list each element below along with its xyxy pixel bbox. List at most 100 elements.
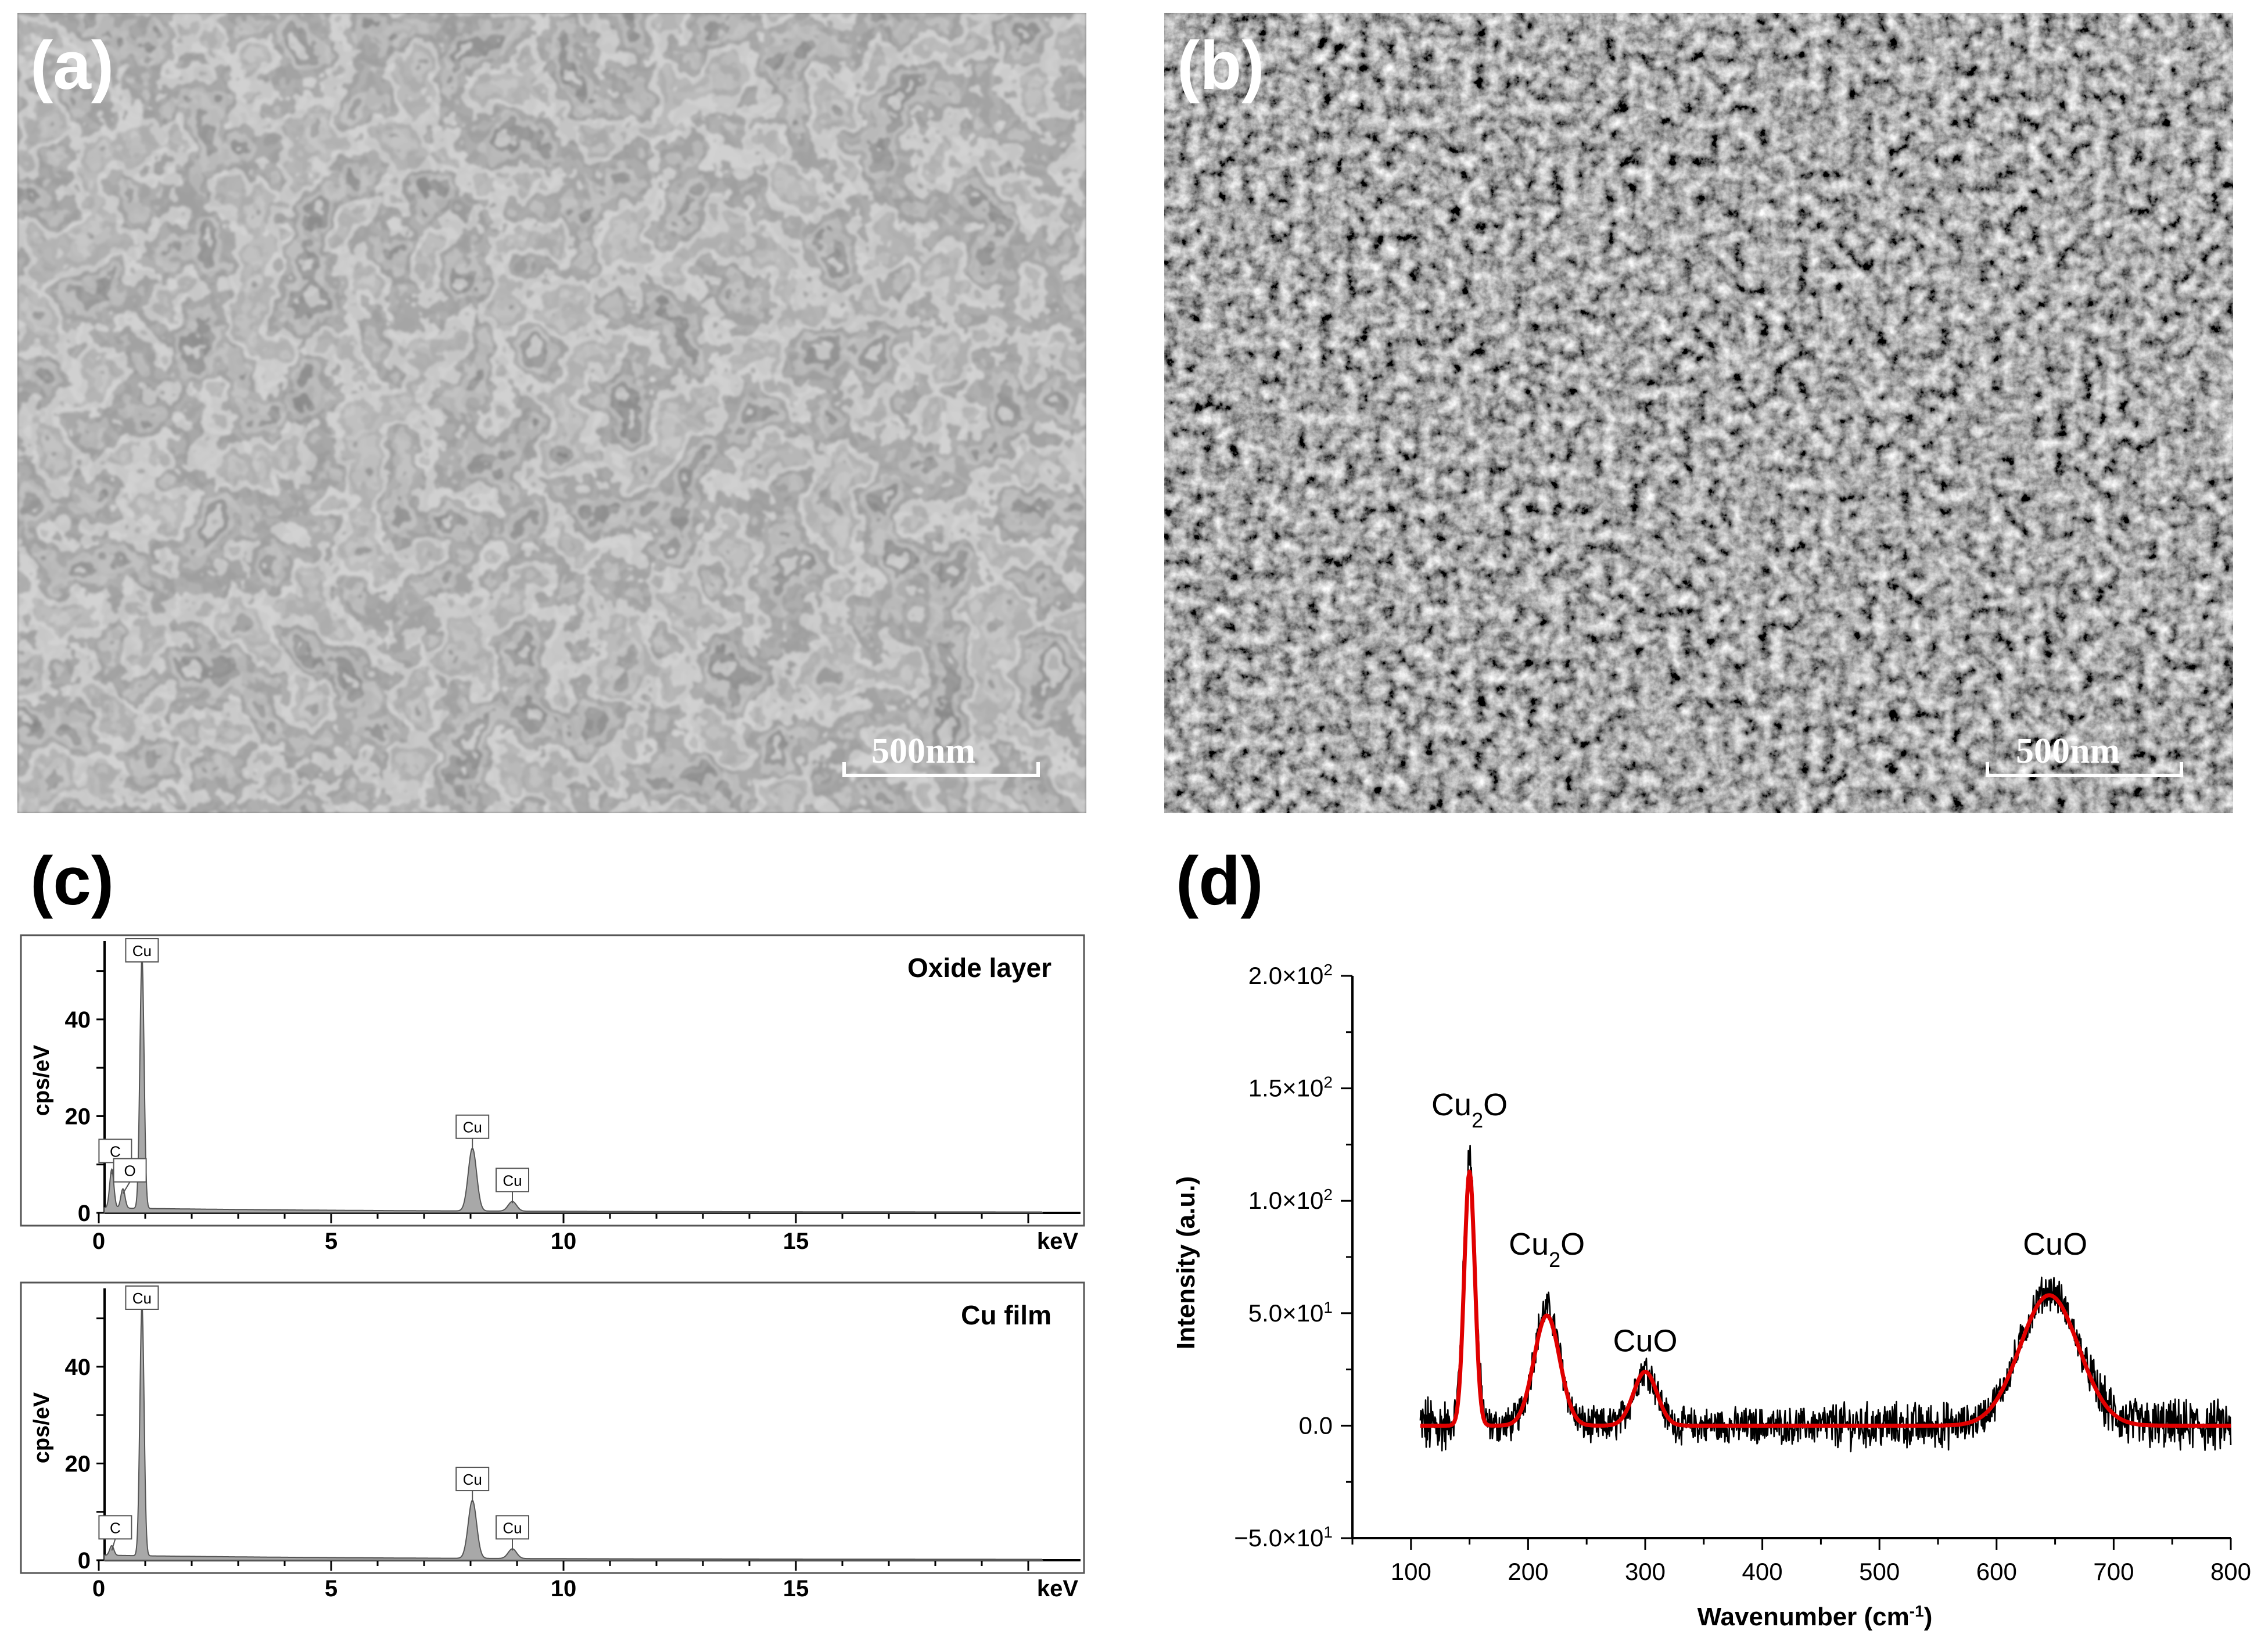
eds-x-tick-label: 0 [92, 1576, 105, 1601]
raman-y-tick-exponent: 2 [1323, 961, 1333, 979]
eds-x-unit: keV [1037, 1229, 1078, 1254]
sem-texture-a [17, 13, 1086, 813]
raman-peak-annotation: Cu2O [1431, 1087, 1508, 1132]
raman-y-tick-exponent: 1 [1323, 1523, 1333, 1541]
eds-y-tick-label: 40 [65, 1355, 91, 1380]
eds-y-tick-label: 40 [65, 1007, 91, 1033]
eds-peak-marker: Cu [455, 1114, 490, 1150]
raman-y-label: Intensity (a.u.) [1172, 1176, 1200, 1349]
eds-y-tick-label: 0 [78, 1548, 91, 1574]
raman-annotation-rest: O [1560, 1227, 1585, 1262]
scalebar-tick-b-left [1986, 762, 1989, 777]
raman-y-tick-label: −5.0×101 [1234, 1523, 1333, 1552]
raman-x-tick-label: 700 [2093, 1558, 2134, 1585]
eds-x-tick-label: 10 [551, 1576, 577, 1601]
raman-y-tick-label: 1.5×102 [1248, 1073, 1333, 1102]
eds-spectrum [103, 1304, 1043, 1561]
eds-y-tick-label: 0 [78, 1201, 91, 1226]
scalebar-tick-a-left [842, 762, 846, 777]
eds-peak-marker: Cu [125, 1285, 159, 1310]
raman-y-tick-mantissa: 5.0×10 [1248, 1299, 1324, 1327]
raman-chart: 100 200 300 400 500 600 700 800 −5.0×101 0.0 5.0×1… [1139, 929, 2261, 1652]
eds-y-tick-label: 20 [65, 1104, 91, 1129]
eds-peak-label: C [110, 1519, 121, 1536]
eds-x-tick-label: 0 [92, 1229, 105, 1254]
eds-frame [20, 1281, 1085, 1574]
raman-x-label-sup: -1 [1910, 1602, 1924, 1620]
eds-peak-leader [111, 1539, 116, 1551]
eds-y-label: cps/eV [30, 1392, 54, 1463]
raman-y-tick-mantissa: 1.0×10 [1248, 1187, 1324, 1214]
scalebar-label-a: 500nm [871, 731, 976, 771]
eds-x-tick-label: 10 [551, 1229, 577, 1254]
eds-peak-label-box [125, 938, 159, 963]
eds-peak-marker: O [113, 1158, 147, 1194]
eds-y-tick-label: 20 [65, 1451, 91, 1477]
raman-annotation-base: Cu [1509, 1227, 1549, 1262]
eds-y-label: cps/eV [30, 1044, 54, 1116]
raman-annotation-sub: 2 [1472, 1108, 1483, 1132]
raman-x-tick-label: 800 [2210, 1558, 2251, 1585]
eds-annotation: Oxide layer [907, 953, 1051, 983]
raman-peak-annotation: Cu2O [1509, 1227, 1585, 1272]
raman-x-tick-label: 500 [1859, 1558, 1900, 1585]
eds-x-tick-label: 5 [325, 1229, 338, 1254]
eds-chart: 0 5 10 15 keV 0 20 40 cps/eV Oxide layer C O Cu Cu Cu 0… [0, 918, 1099, 1632]
eds-peak-label: Cu [503, 1519, 522, 1536]
raman-x-tick-label: 600 [1976, 1558, 2017, 1585]
raman-x-label-close: ) [1924, 1603, 1933, 1631]
raman-peak-annotation: CuO [1613, 1324, 1677, 1359]
raman-x-label-text: Wavenumber (cm [1697, 1603, 1910, 1631]
eds-peak-marker: Cu [125, 938, 159, 963]
eds-x-tick-label: 15 [783, 1576, 809, 1601]
scalebar-label-b: 500nm [2016, 731, 2120, 771]
panel-label-a: (a) [30, 27, 114, 104]
eds-peak-leader [122, 1181, 131, 1194]
eds-subplot-top: 0 5 10 15 keV 0 20 40 cps/eV Oxide layer CO Cu Cu Cu [20, 934, 1085, 1254]
eds-x-tick-label: 5 [325, 1576, 338, 1601]
raman-annotation-base: CuO [1613, 1324, 1677, 1359]
panel-label-b: (b) [1177, 27, 1265, 104]
raman-y-tick-label: 0.0 [1299, 1412, 1333, 1439]
raman-x-tick-label: 400 [1742, 1558, 1783, 1585]
sem-image-b: (b) 500nm [1164, 13, 2233, 813]
scalebar-tick-a-right [1036, 762, 1040, 777]
eds-peak-label-box [496, 1168, 529, 1193]
raman-y-tick-mantissa: 0.0 [1299, 1412, 1333, 1439]
eds-peak-label: Cu [463, 1471, 482, 1488]
eds-peak-label-box [113, 1158, 147, 1183]
raman-x-tick-label: 300 [1625, 1558, 1666, 1585]
raman-peak-annotation: CuO [2023, 1227, 2087, 1262]
eds-peak-marker: Cu [496, 1168, 529, 1204]
panel-label-c: (c) [30, 843, 114, 920]
raman-y-tick-label: 1.0×102 [1248, 1186, 1333, 1215]
raman-series-measured [1419, 1144, 2232, 1453]
eds-peak-label: Cu [503, 1172, 522, 1189]
eds-subplot-bottom: 0 5 10 15 keV 0 20 40 cps/eV Cu film C Cu Cu Cu [20, 1281, 1085, 1601]
raman-x-tick-label: 200 [1508, 1558, 1548, 1585]
eds-peak-label: Cu [463, 1119, 482, 1136]
raman-y-tick-exponent: 2 [1323, 1186, 1333, 1204]
eds-peak-label-box [98, 1515, 132, 1540]
eds-peak-label: Cu [132, 1290, 152, 1307]
eds-peak-label-box [125, 1285, 159, 1310]
raman-x-label: Wavenumber (cm-1) [1697, 1602, 1933, 1632]
eds-peak-label: O [124, 1162, 135, 1180]
raman-series-fit [1419, 1169, 2232, 1428]
eds-x-tick-label: 15 [783, 1229, 809, 1254]
eds-x-unit: keV [1037, 1576, 1078, 1601]
raman-annotation-sub: 2 [1549, 1248, 1560, 1272]
scalebar-tick-b-right [2180, 762, 2183, 777]
raman-annotation-rest: O [1483, 1087, 1508, 1122]
eds-frame [20, 934, 1085, 1227]
raman-y-tick-label: 2.0×102 [1248, 961, 1333, 990]
eds-peak-marker: C [98, 1515, 132, 1551]
scalebar-b [1986, 774, 2183, 777]
raman-y-tick-mantissa: 1.5×10 [1248, 1075, 1324, 1102]
raman-annotation-base: CuO [2023, 1227, 2087, 1262]
eds-annotation: Cu film [961, 1300, 1051, 1330]
raman-y-tick-mantissa: −5.0×10 [1234, 1524, 1323, 1552]
raman-annotation-base: Cu [1431, 1087, 1472, 1122]
raman-y-tick-mantissa: 2.0×10 [1248, 962, 1324, 989]
raman-y-tick-exponent: 1 [1323, 1298, 1333, 1316]
